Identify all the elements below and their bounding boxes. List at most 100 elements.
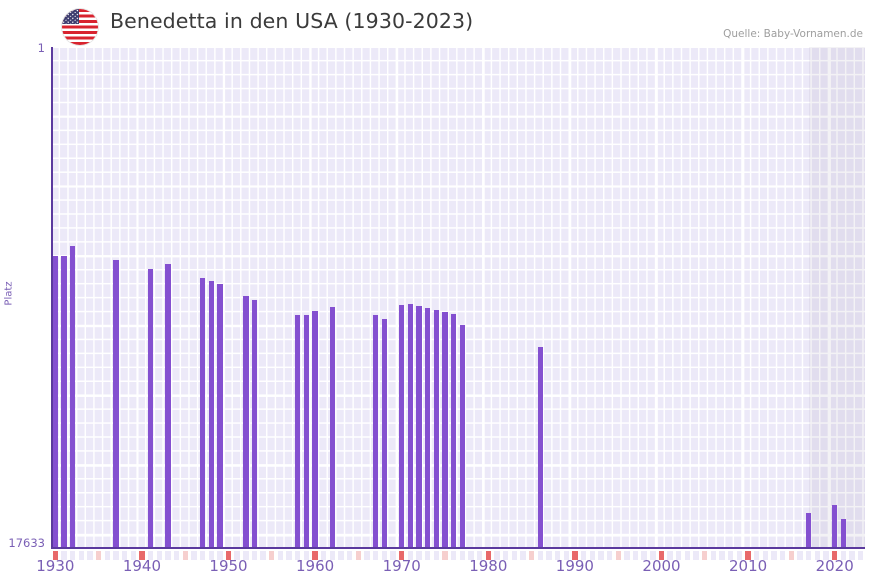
tick-block-1971 [407,551,414,560]
tick-block-1974 [433,551,440,560]
tick-block-1954 [260,551,266,560]
x-tick-1970: 1970 [382,557,421,575]
x-tick-1960: 1960 [296,557,335,575]
tick-block-1993 [598,551,604,560]
x-tick-1930: 1930 [36,557,75,575]
bar-1977 [459,325,465,549]
x-axis-tick-blocks [51,551,865,560]
tick-block-1931 [61,551,67,560]
bar-1958 [295,315,301,549]
x-axis-line [51,547,865,549]
bar-1976 [450,314,457,549]
tick-block-2014 [780,551,786,560]
bar-1962 [329,307,336,549]
bar-1960 [312,311,318,549]
x-tick-1980: 1980 [469,557,508,575]
tick-block-1973 [425,551,431,560]
tick-block-2002 [676,551,682,560]
grid-major [51,47,865,549]
tick-block-1934 [87,551,93,560]
bar-2021 [840,519,847,549]
tick-block-1944 [173,551,180,560]
tick-block-1992 [589,551,595,560]
tick-block-2012 [762,551,769,560]
tick-block-2010 [745,551,751,560]
bar-1932 [69,245,76,549]
tick-block-1942 [156,551,162,560]
bar-2020 [832,505,838,549]
tick-block-2005 [702,551,708,560]
tick-block-1956 [277,551,284,560]
tick-block-1941 [147,551,154,560]
tick-block-1957 [286,551,292,560]
tick-block-1963 [338,551,344,560]
tick-block-1996 [624,551,630,560]
tick-block-2016 [797,551,803,560]
tick-block-1976 [450,551,457,560]
tick-block-1937 [113,551,119,560]
tick-block-1999 [650,551,656,560]
tick-block-1983 [511,551,517,560]
bar-1971 [407,304,414,549]
tick-block-1978 [468,551,474,560]
x-tick-2020: 2020 [815,557,854,575]
y-axis-label-bottom: 17633 [8,536,45,550]
tick-block-1988 [554,551,561,560]
tick-block-1970 [399,551,405,560]
tick-block-1936 [104,551,110,560]
bar-1948 [208,280,214,549]
bar-1967 [373,315,379,549]
tick-block-2000 [658,551,665,560]
tick-block-1949 [217,551,223,560]
tick-block-1984 [520,551,526,560]
tick-block-1997 [632,551,639,560]
tick-block-1930 [52,551,58,560]
bar-1970 [399,305,405,549]
tick-block-1991 [580,551,587,560]
tick-block-1979 [476,551,483,560]
chart-header: Benedetta in den USA (1930-2023) Quelle:… [0,0,873,47]
tick-block-1987 [546,551,552,560]
tick-block-1964 [347,551,353,560]
tick-block-1994 [606,551,613,560]
tick-block-2009 [736,551,743,560]
tick-block-2019 [823,551,829,560]
flag-stars [62,9,79,24]
tick-block-1975 [442,551,448,560]
bar-1972 [416,306,422,549]
bar-1973 [425,308,431,549]
flag-canton [62,9,79,24]
tick-block-1933 [78,551,84,560]
tick-block-2008 [728,551,734,560]
tick-block-1961 [321,551,327,560]
tick-block-1985 [528,551,535,560]
tick-block-1980 [485,551,491,560]
tick-block-1953 [251,551,258,560]
tick-block-1945 [182,551,188,560]
tick-block-1981 [494,551,500,560]
tick-block-1965 [355,551,362,560]
tick-block-2021 [840,551,847,560]
tick-block-1935 [95,551,102,560]
tick-block-1959 [303,551,310,560]
y-axis-label-top: 1 [37,41,45,55]
x-tick-1950: 1950 [209,557,248,575]
tick-block-2018 [814,551,821,560]
bar-1968 [381,319,388,549]
tick-block-2015 [788,551,795,560]
bar-2017 [806,513,812,549]
x-tick-2000: 2000 [642,557,681,575]
tick-block-1998 [641,551,647,560]
tick-block-1990 [572,551,578,560]
page-title: Benedetta in den USA (1930-2023) [110,9,474,33]
tick-block-2013 [771,551,777,560]
tick-block-1947 [199,551,206,560]
bar-1949 [217,283,223,549]
tick-block-1995 [615,551,621,560]
bar-1937 [113,259,119,549]
tick-block-1972 [416,551,422,560]
tick-block-1939 [130,551,136,560]
tick-block-1969 [390,551,396,560]
tick-block-1982 [502,551,509,560]
tick-block-1951 [234,551,240,560]
